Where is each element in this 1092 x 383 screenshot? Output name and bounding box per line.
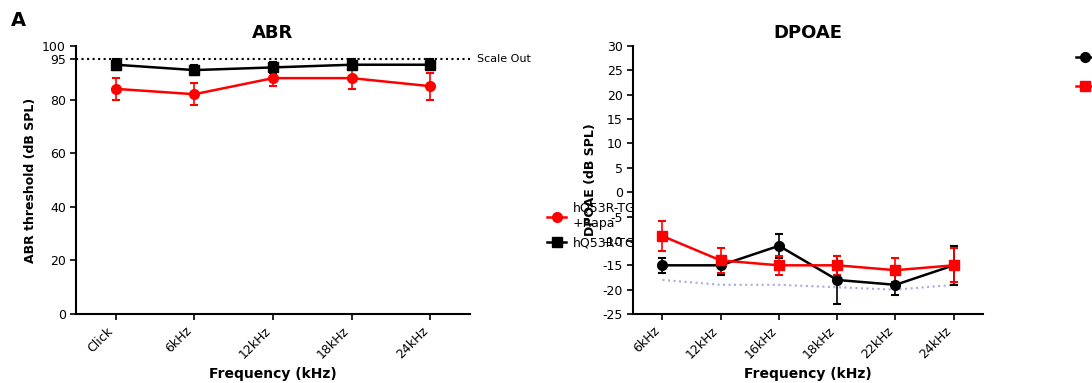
X-axis label: Frequency (kHz): Frequency (kHz) [210,367,336,381]
Text: Scale Out: Scale Out [476,54,531,64]
Title: DPOAE: DPOAE [773,24,843,42]
Text: A: A [11,11,26,31]
Y-axis label: ABR threshold (dB SPL): ABR threshold (dB SPL) [24,97,37,263]
Title: ABR: ABR [252,24,294,42]
Legend: hQ53R-TG, hQ53R-TG
+Rapa: hQ53R-TG, hQ53R-TG +Rapa [1071,47,1092,104]
X-axis label: Frequency (kHz): Frequency (kHz) [745,367,871,381]
Y-axis label: DPOAE (dB SPL): DPOAE (dB SPL) [584,124,597,236]
Legend: hQ53R-TG
+Rapa, hQ53R-TG: hQ53R-TG +Rapa, hQ53R-TG [543,197,640,254]
